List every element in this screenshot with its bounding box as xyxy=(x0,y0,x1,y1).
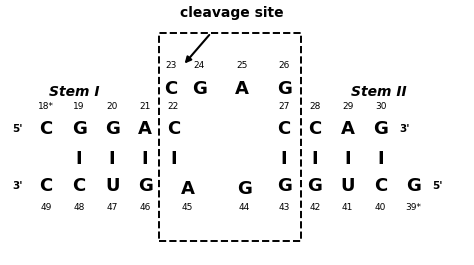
Text: 45: 45 xyxy=(182,203,193,212)
Text: A: A xyxy=(235,80,249,98)
Text: G: G xyxy=(406,177,421,195)
Text: 19: 19 xyxy=(73,102,85,111)
Text: 27: 27 xyxy=(278,102,290,111)
Text: G: G xyxy=(237,180,252,198)
Text: 5': 5' xyxy=(432,181,443,191)
Text: G: G xyxy=(137,177,153,195)
Text: G: G xyxy=(374,120,388,138)
Text: I: I xyxy=(345,150,351,168)
Text: C: C xyxy=(39,177,53,195)
Text: 40: 40 xyxy=(375,203,386,212)
Text: 26: 26 xyxy=(278,61,290,70)
Text: 43: 43 xyxy=(278,203,290,212)
Text: 39*: 39* xyxy=(406,203,422,212)
Text: 21: 21 xyxy=(139,102,151,111)
Text: G: G xyxy=(277,80,292,98)
Text: I: I xyxy=(109,150,116,168)
Bar xyxy=(159,33,301,241)
Text: G: G xyxy=(192,80,207,98)
Text: I: I xyxy=(377,150,384,168)
Text: 25: 25 xyxy=(236,61,247,70)
Text: 5': 5' xyxy=(13,123,23,134)
Text: 42: 42 xyxy=(309,203,320,212)
Text: C: C xyxy=(167,120,180,138)
Text: C: C xyxy=(73,177,86,195)
Text: G: G xyxy=(105,120,119,138)
Text: I: I xyxy=(281,150,287,168)
Text: 46: 46 xyxy=(139,203,151,212)
Text: 28: 28 xyxy=(309,102,320,111)
Text: Stem II: Stem II xyxy=(351,85,406,99)
Text: A: A xyxy=(181,180,194,198)
Text: A: A xyxy=(341,120,355,138)
Text: U: U xyxy=(105,177,119,195)
Text: 3': 3' xyxy=(13,181,23,191)
Text: 20: 20 xyxy=(107,102,118,111)
Text: 44: 44 xyxy=(238,203,250,212)
Text: 41: 41 xyxy=(342,203,354,212)
Text: C: C xyxy=(374,177,387,195)
Text: I: I xyxy=(76,150,82,168)
Text: G: G xyxy=(72,120,87,138)
Text: A: A xyxy=(138,120,152,138)
Text: C: C xyxy=(39,120,53,138)
Text: cleavage site: cleavage site xyxy=(181,6,284,20)
Text: 3': 3' xyxy=(399,123,410,134)
Text: 24: 24 xyxy=(194,61,205,70)
Text: 30: 30 xyxy=(375,102,386,111)
Text: U: U xyxy=(340,177,355,195)
Text: G: G xyxy=(277,177,292,195)
Text: 49: 49 xyxy=(40,203,52,212)
Text: Stem I: Stem I xyxy=(49,85,100,99)
Text: I: I xyxy=(170,150,177,168)
Text: C: C xyxy=(308,120,321,138)
Text: C: C xyxy=(277,120,291,138)
Text: 18*: 18* xyxy=(38,102,54,111)
Text: 23: 23 xyxy=(165,61,177,70)
Text: I: I xyxy=(142,150,148,168)
Text: 22: 22 xyxy=(168,102,179,111)
Text: G: G xyxy=(307,177,322,195)
Text: 47: 47 xyxy=(107,203,118,212)
Text: 29: 29 xyxy=(342,102,354,111)
Text: 48: 48 xyxy=(73,203,85,212)
Text: I: I xyxy=(311,150,318,168)
Text: C: C xyxy=(164,80,178,98)
